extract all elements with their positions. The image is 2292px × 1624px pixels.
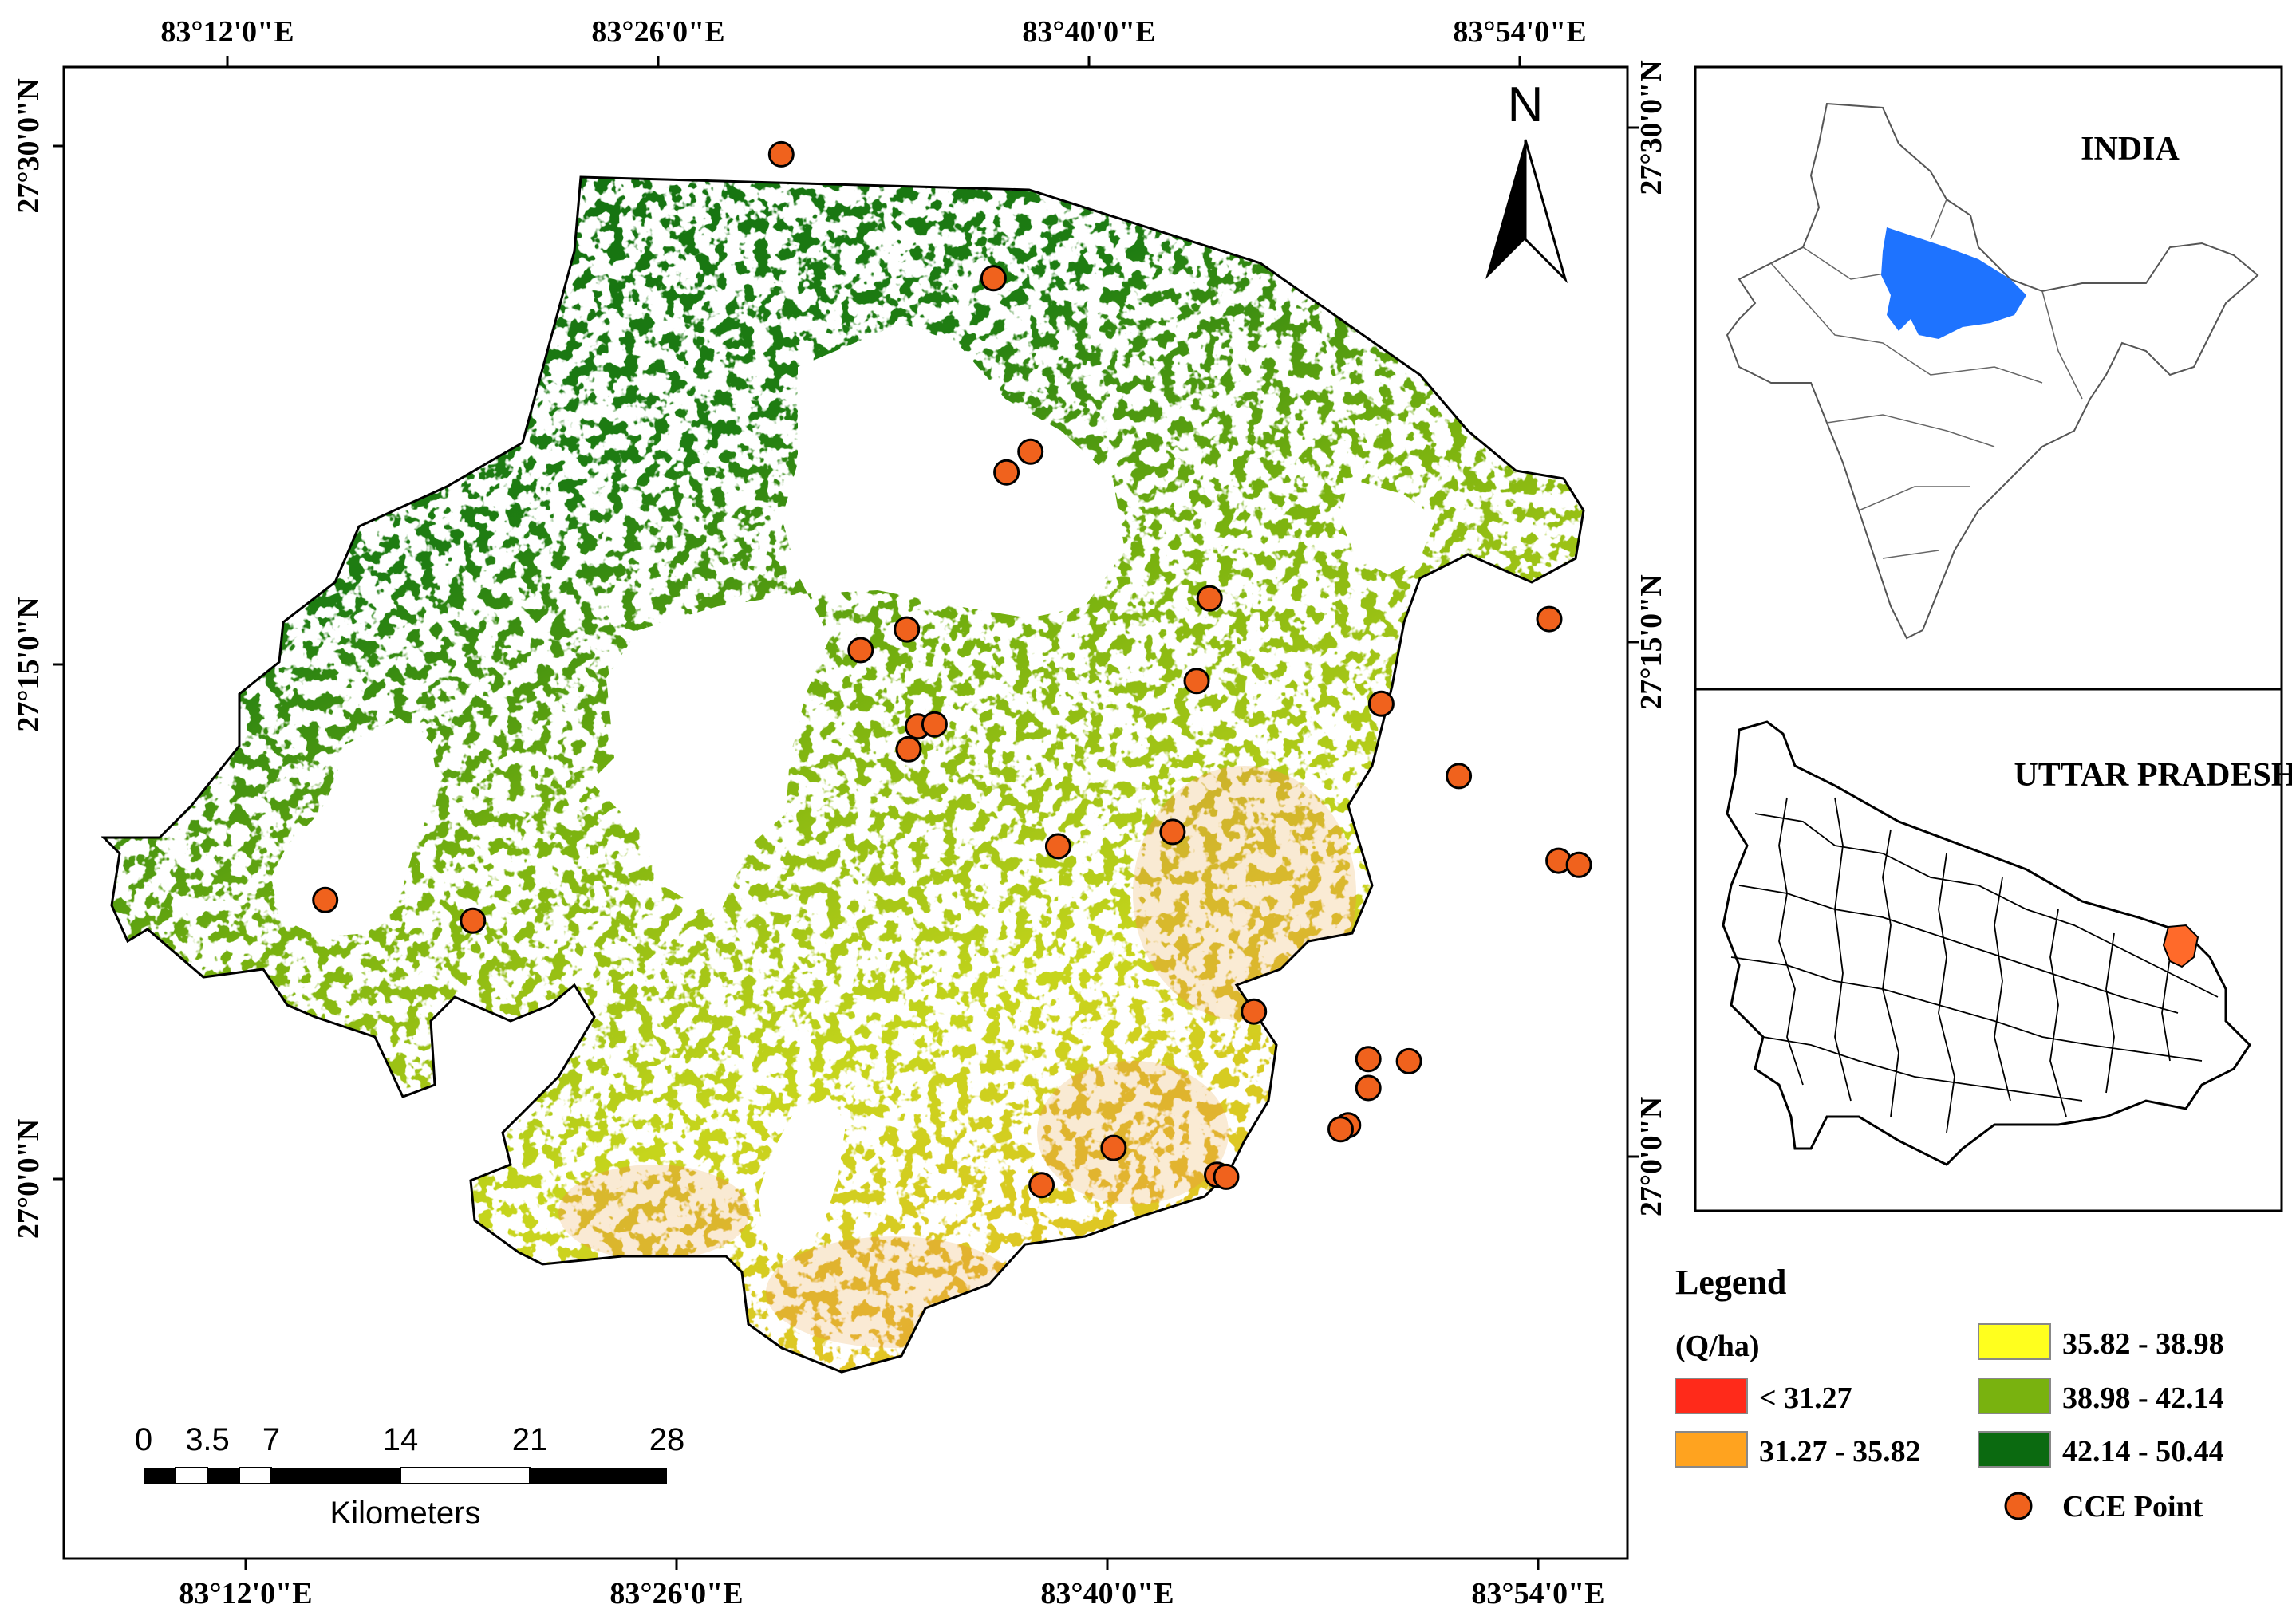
legend-swatch-class-5 — [1978, 1431, 2051, 1468]
scale-tick-label: 14 — [383, 1422, 419, 1457]
scale-seg-6 — [400, 1467, 531, 1484]
scale-bar: 0 3.5 7 14 21 28 Kilometers — [135, 1422, 684, 1531]
cce-point — [1028, 1172, 1055, 1199]
cce-points-layer — [312, 140, 1592, 1199]
legend-cce-symbol — [2004, 1492, 2033, 1520]
north-arrow-right-half — [1524, 139, 1568, 284]
cce-point — [1395, 1047, 1422, 1074]
cce-point — [1017, 438, 1044, 465]
scale-tick-label: 3.5 — [185, 1422, 230, 1457]
cce-point — [921, 711, 948, 738]
left-lat-label: 27°15'0"N — [12, 597, 45, 731]
cce-point — [1241, 998, 1268, 1025]
scale-seg-3 — [207, 1468, 239, 1484]
scale-seg-7 — [530, 1468, 667, 1484]
kushinagar-highlight — [2162, 924, 2199, 968]
inset-uttar-pradesh: UTTAR PRADESH — [1694, 688, 2292, 1212]
legend-swatch-class-4 — [1978, 1378, 2051, 1414]
cce-point — [1213, 1163, 1240, 1190]
cce-point — [1159, 818, 1186, 846]
top-lon-label: 83°40'0"E — [1022, 15, 1155, 49]
up-outline — [1722, 720, 2251, 1166]
india-state-lines — [1770, 199, 2083, 559]
north-arrow: N — [1485, 77, 1568, 284]
legend-label-class-2: 31.27 - 35.82 — [1759, 1435, 1921, 1468]
inset-india-title: INDIA — [2081, 131, 2180, 168]
left-lat-label: 27°0'0"N — [12, 1119, 45, 1239]
cce-point — [1100, 1134, 1127, 1161]
right-lat-label: 27°0'0"N — [1635, 1097, 1668, 1216]
cce-point — [1355, 1046, 1382, 1073]
non-crop-area-north — [590, 323, 1125, 917]
scale-tick-label: 7 — [262, 1422, 280, 1457]
left-lat-label: 27°30'0"N — [12, 78, 45, 213]
cce-point — [895, 735, 922, 763]
legend: Legend (Q/ha) < 31.27 31.27 - 35.82 35.8… — [1675, 1263, 2224, 1523]
top-lon-label: 83°12'0"E — [160, 15, 294, 49]
scale-tick-label: 21 — [512, 1422, 548, 1457]
legend-cce-label: CCE Point — [2062, 1490, 2203, 1523]
cce-point — [767, 140, 795, 168]
cce-point — [460, 907, 487, 934]
legend-unit: (Q/ha) — [1675, 1330, 1760, 1363]
cce-point — [1355, 1074, 1382, 1102]
scale-seg-1 — [144, 1468, 176, 1484]
scale-tick-label: 28 — [649, 1422, 685, 1457]
cce-point — [1565, 851, 1592, 878]
bottom-lon-label: 83°40'0"E — [1040, 1577, 1174, 1610]
cce-point — [1044, 833, 1071, 860]
bottom-lon-label: 83°54'0"E — [1471, 1577, 1604, 1610]
cce-point — [1183, 668, 1210, 695]
north-arrow-left-half — [1485, 140, 1525, 279]
legend-label-class-4: 38.98 - 42.14 — [2062, 1382, 2224, 1415]
legend-label-class-1: < 31.27 — [1759, 1382, 1852, 1415]
inset-india: INDIA — [1694, 65, 2283, 691]
bottom-lon-label: 83°26'0"E — [609, 1577, 743, 1610]
scale-seg-5 — [271, 1468, 400, 1484]
scale-tick-label: 0 — [135, 1422, 152, 1457]
cce-point — [894, 616, 921, 643]
cce-point — [980, 265, 1007, 292]
cce-point — [993, 459, 1020, 486]
uttar-pradesh-highlight — [1881, 227, 2026, 339]
cce-point — [1446, 763, 1473, 790]
up-district-lines — [1730, 797, 2219, 1133]
scale-seg-2 — [175, 1467, 208, 1484]
non-crop-area-west — [271, 718, 439, 937]
cce-point — [1327, 1116, 1354, 1143]
main-map-graticule: 83°12'0"E 83°26'0"E 83°40'0"E 83°54'0"E 83°1… — [12, 15, 1668, 1610]
top-lon-label: 83°26'0"E — [591, 15, 724, 49]
right-lat-label: 27°30'0"N — [1635, 60, 1668, 195]
cce-point — [1536, 605, 1563, 633]
bottom-lon-label: 83°12'0"E — [179, 1577, 312, 1610]
legend-label-class-3: 35.82 - 38.98 — [2062, 1327, 2224, 1361]
cce-point — [1367, 690, 1395, 717]
inset-up-title: UTTAR PRADESH — [2014, 757, 2292, 794]
non-crop-area-east — [1340, 479, 1436, 574]
north-arrow-label: N — [1508, 77, 1544, 132]
legend-title: Legend — [1675, 1263, 1786, 1302]
cce-point — [847, 637, 874, 664]
legend-swatch-class-3 — [1978, 1323, 2051, 1360]
cce-point — [312, 886, 339, 913]
non-crop-area-south — [758, 1097, 846, 1260]
top-lon-label: 83°54'0"E — [1453, 15, 1586, 49]
legend-label-class-5: 42.14 - 50.44 — [2062, 1435, 2224, 1468]
cce-point — [1196, 585, 1223, 612]
legend-swatch-class-2 — [1675, 1431, 1748, 1468]
legend-swatch-class-1 — [1675, 1378, 1748, 1414]
scale-seg-4 — [239, 1467, 272, 1484]
right-lat-label: 27°15'0"N — [1635, 574, 1668, 709]
scale-unit: Kilometers — [330, 1496, 481, 1531]
